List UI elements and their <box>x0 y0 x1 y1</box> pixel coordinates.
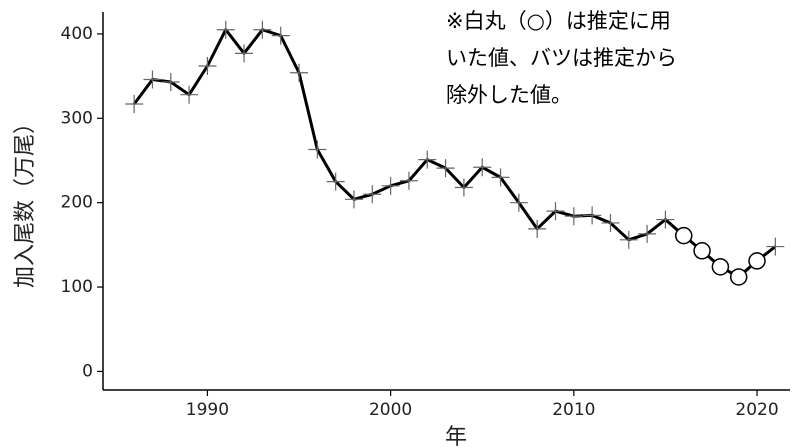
x-tick-label: 2020 <box>735 400 778 420</box>
cross-marker <box>528 219 547 238</box>
cross-marker <box>216 20 235 39</box>
x-tick-label: 2000 <box>369 400 412 420</box>
cross-marker <box>454 178 473 197</box>
x-axis-label: 年 <box>445 425 467 448</box>
line <box>132 28 777 279</box>
y-axis-label: 加入尾数（万尾） <box>13 112 38 288</box>
y-tick-label: 200 <box>61 193 93 213</box>
y-tick-label: 0 <box>82 361 93 381</box>
circle-marker <box>674 226 693 245</box>
x-tick-label: 1990 <box>186 400 229 420</box>
cross-marker <box>290 63 309 82</box>
x-tick-label: 2010 <box>552 400 595 420</box>
cross-marker <box>619 230 638 249</box>
circle-marker <box>748 252 766 270</box>
annotation-line: いた値、バツは推定から <box>446 46 677 70</box>
cross-marker <box>766 237 785 256</box>
y-tick-label: 300 <box>61 108 93 128</box>
cross-marker <box>601 213 620 232</box>
cross-marker <box>509 193 528 212</box>
circle-marker <box>693 242 711 260</box>
annotation-line: ※白丸（○）は推定に用 <box>446 9 671 33</box>
cross-marker <box>399 171 418 190</box>
cross-marker <box>473 158 492 177</box>
circle-marker <box>729 268 748 286</box>
cross-marker <box>198 57 217 75</box>
annotation-line: 除外した値。 <box>446 83 572 107</box>
cross-marker <box>363 185 382 204</box>
cross-marker <box>235 44 254 63</box>
cross-marker <box>253 20 272 39</box>
cross-marker <box>583 206 602 225</box>
circle-marker <box>711 258 730 276</box>
cross-marker <box>308 140 327 159</box>
cross-marker <box>656 210 675 229</box>
cross-marker <box>381 176 400 195</box>
cross-marker <box>344 190 363 209</box>
y-tick-label: 100 <box>61 277 93 297</box>
cross-marker <box>326 172 345 191</box>
cross-marker <box>180 85 199 104</box>
cross-marker <box>271 26 290 45</box>
cross-marker <box>546 202 565 221</box>
cross-marker <box>161 73 180 92</box>
cross-marker <box>418 150 437 169</box>
y-tick-label: 400 <box>61 24 93 44</box>
cross-marker <box>638 224 657 243</box>
cross-marker <box>143 70 162 89</box>
cross-marker <box>564 207 583 226</box>
cross-marker <box>491 168 510 187</box>
cross-marker <box>436 159 455 178</box>
cross-marker <box>125 94 144 113</box>
